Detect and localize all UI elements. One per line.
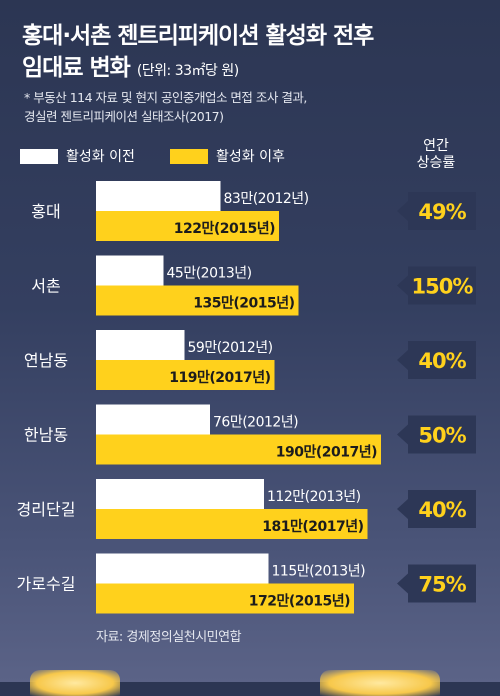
growth-rate-label-0: 49% <box>418 200 466 224</box>
bar-before-5 <box>96 553 269 584</box>
legend-swatch-before <box>20 148 58 164</box>
bar-before-3 <box>96 404 210 435</box>
growth-badge-1 <box>397 266 476 305</box>
category-label-5: 가로수길 <box>17 575 76 594</box>
legend-label-after: 활성화 이후 <box>216 149 285 165</box>
bar-before-label-4: 112만(2013년) <box>267 489 361 505</box>
chart-title: 홍대·서촌 젠트리피케이션 활성화 전후 임대료 변화 (단위: 33㎡당 원) <box>22 20 492 87</box>
bar-before-label-3: 76만(2012년) <box>213 415 298 431</box>
growth-badge-3 <box>397 415 476 454</box>
bar-chart: 홍대 83만(2012년) 122만(2015년) 49% 서촌 45만(2013년) 13… <box>17 181 476 614</box>
decorative-light-right <box>320 670 440 696</box>
category-label-4: 경리단길 <box>17 500 76 519</box>
category-label-3: 한남동 <box>24 426 68 445</box>
bar-after-4 <box>96 509 368 539</box>
bar-before-label-2: 59만(2012년) <box>188 340 273 356</box>
bar-after-label-2: 119만(2017년) <box>169 370 270 386</box>
growth-badge-0 <box>397 192 476 230</box>
category-label-1: 서촌 <box>31 277 60 296</box>
growth-rate-label-3: 50% <box>418 424 466 448</box>
bar-after-3 <box>96 434 381 465</box>
legend-swatch-after <box>170 148 208 164</box>
bar-after-2 <box>96 360 275 390</box>
category-label-2: 연남동 <box>24 351 68 370</box>
legend-item-before: 활성화 이전 <box>20 146 135 166</box>
bar-after-0 <box>96 211 279 241</box>
growth-rate-label-4: 40% <box>418 498 466 522</box>
chart-source: 자료: 경제정의실천시민연합 <box>96 630 242 645</box>
growth-badge-5 <box>397 564 476 603</box>
bar-before-label-1: 45만(2013년) <box>167 266 252 282</box>
growth-rate-header-line1: 연간 <box>423 138 449 154</box>
bar-after-label-4: 181만(2017년) <box>262 519 363 535</box>
legend-item-after: 활성화 이후 <box>170 146 285 166</box>
growth-rate-label-5: 75% <box>418 573 466 597</box>
growth-rate-label-2: 40% <box>418 349 466 373</box>
growth-badge-4 <box>397 490 476 528</box>
bar-after-label-3: 190만(2017년) <box>276 445 377 461</box>
decorative-light-left <box>30 670 120 696</box>
bar-before-2 <box>96 330 185 360</box>
category-label-0: 홍대 <box>31 202 60 221</box>
chart-title-line1: 홍대·서촌 젠트리피케이션 활성화 전후 <box>22 23 374 49</box>
chart-footnote: * 부동산 114 자료 및 현지 공인중개업소 면접 조사 결과, 경실련 젠… <box>24 90 307 124</box>
bar-after-5 <box>96 583 354 614</box>
bar-after-label-1: 135만(2015년) <box>193 296 294 312</box>
bar-after-1 <box>96 285 299 316</box>
bar-before-0 <box>96 181 221 211</box>
chart-unit: (단위: 33㎡당 원) <box>136 63 239 79</box>
bar-before-4 <box>96 479 264 509</box>
bar-after-label-5: 172만(2015년) <box>249 594 350 610</box>
bar-after-label-0: 122만(2015년) <box>174 221 275 237</box>
growth-rate-label-1: 150% <box>412 275 474 299</box>
bar-before-label-0: 83만(2012년) <box>224 191 309 207</box>
growth-badge-2 <box>397 341 476 379</box>
bar-before-1 <box>96 255 164 286</box>
chart-title-line2: 임대료 변화 (단위: 33㎡당 원) <box>22 52 492 87</box>
growth-rate-header: 연간 상승률 <box>396 138 476 172</box>
legend-label-before: 활성화 이전 <box>66 149 135 165</box>
growth-rate-header-line2: 상승률 <box>416 155 456 171</box>
chart-title-main: 임대료 변화 <box>22 55 131 81</box>
bar-before-label-5: 115만(2013년) <box>272 564 366 580</box>
